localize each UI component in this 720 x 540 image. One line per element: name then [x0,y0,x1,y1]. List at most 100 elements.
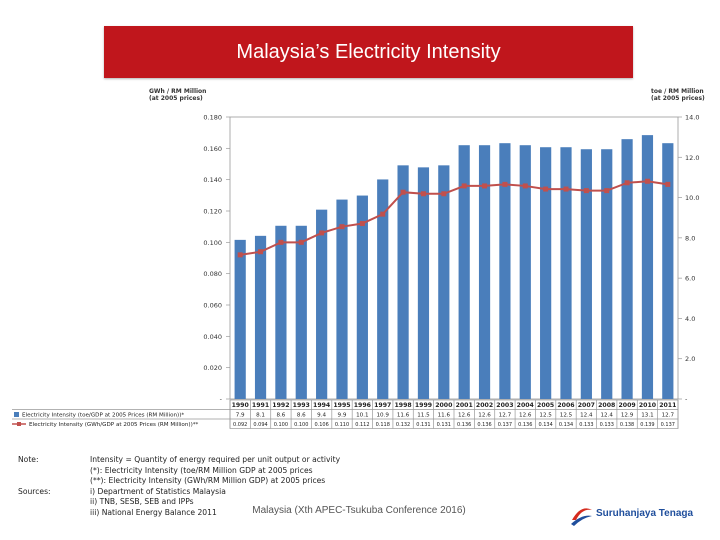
footnote-line: ii) TNB, SESB, SEB and IPPs [90,497,194,506]
line-point [665,181,671,187]
category-label: 1999 [415,402,432,409]
bar-data-label: 12.6 [458,413,471,419]
line-data-label: 0.094 [253,422,267,428]
category-label: 1997 [374,402,391,409]
line-point [644,178,650,184]
line-data-label: 0.139 [640,422,654,428]
plot-area-border [229,116,679,400]
line-data-label: 0.112 [355,422,369,428]
electricity-intensity-chart: 0.180 0.160 0.140 0.120 0.100 0.080 0.060 0.040… [12,114,699,429]
category-label: 2008 [598,402,615,409]
category-label: 2001 [456,402,473,409]
sources-label: Sources: [18,487,51,496]
bar [601,149,613,399]
category-label: 1993 [293,402,310,409]
line-data-label: 0.100 [294,422,308,428]
left-axis-tick-label: 0.040 [203,333,222,341]
category-label: 1990 [232,402,250,409]
line-data-label: 0.138 [620,422,634,428]
line-data-label: 0.092 [233,422,247,428]
bar-data-label: 8.6 [297,413,306,419]
line-data-label: 0.118 [376,422,390,428]
suruhanjaya-tenaga-logo: Suruhanjaya Tenaga [568,496,708,530]
bar [499,143,511,399]
line-point [258,249,264,255]
footnote-line: (*): Electricity Intensity (toe/RM Milli… [90,465,313,475]
left-axis-title-line: GWh / RM Million [149,88,207,95]
right-axis-title-line: (at 2005 prices) [651,95,705,102]
line-data-label: 0.137 [661,422,675,428]
footnote-line: iii) National Energy Balance 2011 [90,507,217,517]
left-axis-tick-label: - [220,396,223,404]
category-label: 1992 [272,402,289,409]
category-label: 2007 [578,402,595,409]
right-axis-tick-label: 6.0 [685,275,695,283]
bar-data-label: 12.7 [662,413,675,419]
line-data-label: 0.106 [314,422,328,428]
bar-data-label: 10.1 [356,413,369,419]
bar-data-label: 11.6 [397,413,410,419]
footnotes: Intensity = Quantity of energy required … [90,455,340,518]
footnote-line: i) Department of Statistics Malaysia [90,486,226,496]
bar [417,167,430,399]
bar-data-label: 12.7 [499,413,512,419]
bar [377,179,389,399]
left-axis-tick-label: 0.100 [203,239,222,247]
category-label: 2011 [659,402,676,409]
right-axis-title: toe / RM Million (at 2005 prices) [651,88,705,102]
category-label: 2006 [557,402,574,409]
left-axis-title: GWh / RM Million (at 2005 prices) [149,88,206,102]
left-axis-tick-label: 0.120 [203,208,222,216]
line-point [441,191,447,197]
category-label: 1998 [394,402,411,409]
right-axis-tick-label: - [685,396,688,404]
line-data-label: 0.132 [396,422,410,428]
line-point [563,186,569,192]
bar [519,145,531,399]
line-point [380,211,386,217]
line-point [482,183,488,189]
line-series [240,180,668,256]
bar [621,139,633,399]
logo-swoosh-icon [571,508,592,526]
bar [641,135,654,399]
right-axis-tick-label: 8.0 [685,234,695,242]
line-point [298,239,304,245]
bar [254,235,267,399]
line-data-label: 0.110 [335,422,349,428]
line-point [400,189,406,195]
footnote-line: Intensity = Quantity of energy required … [90,455,341,464]
category-label: 1995 [333,402,350,409]
left-axis-tick-label: 0.140 [203,176,222,184]
bar-data-label: 12.5 [560,413,573,419]
bar-data-label: 12.5 [539,413,552,419]
line-point [543,186,549,192]
bar [234,239,246,399]
legend-label-line: Electricity Intensity (GWh/GDP at 2005 P… [29,422,199,428]
line-data-label: 0.136 [457,422,471,428]
line-data-label: 0.131 [437,422,451,428]
line-data-label: 0.131 [416,422,430,428]
line-data-label: 0.136 [518,422,532,428]
bar-data-label: 12.4 [600,413,613,419]
bar [295,225,307,399]
bar-data-label: 7.9 [236,413,245,419]
bar [560,147,572,399]
line-point [420,191,426,197]
bar-data-label: 8.6 [276,413,285,419]
bar [275,225,287,399]
right-axis-tick-label: 10.0 [685,194,699,202]
line-point [604,188,610,194]
bar [336,199,348,399]
category-label: 2005 [537,402,554,409]
bar-data-label: 12.9 [621,413,634,419]
bar-data-label: 12.4 [580,413,593,419]
legend-label-bars: Electricity Intensity (toe/GDP at 2005 P… [22,413,184,419]
line-point [339,224,345,230]
bar-data-label: 11.6 [438,413,451,419]
bar-data-label: 12.6 [519,413,532,419]
category-label: 1991 [252,402,269,409]
category-label: 2004 [517,402,535,409]
right-axis-tick-label: 14.0 [685,114,699,122]
bar [316,209,328,399]
